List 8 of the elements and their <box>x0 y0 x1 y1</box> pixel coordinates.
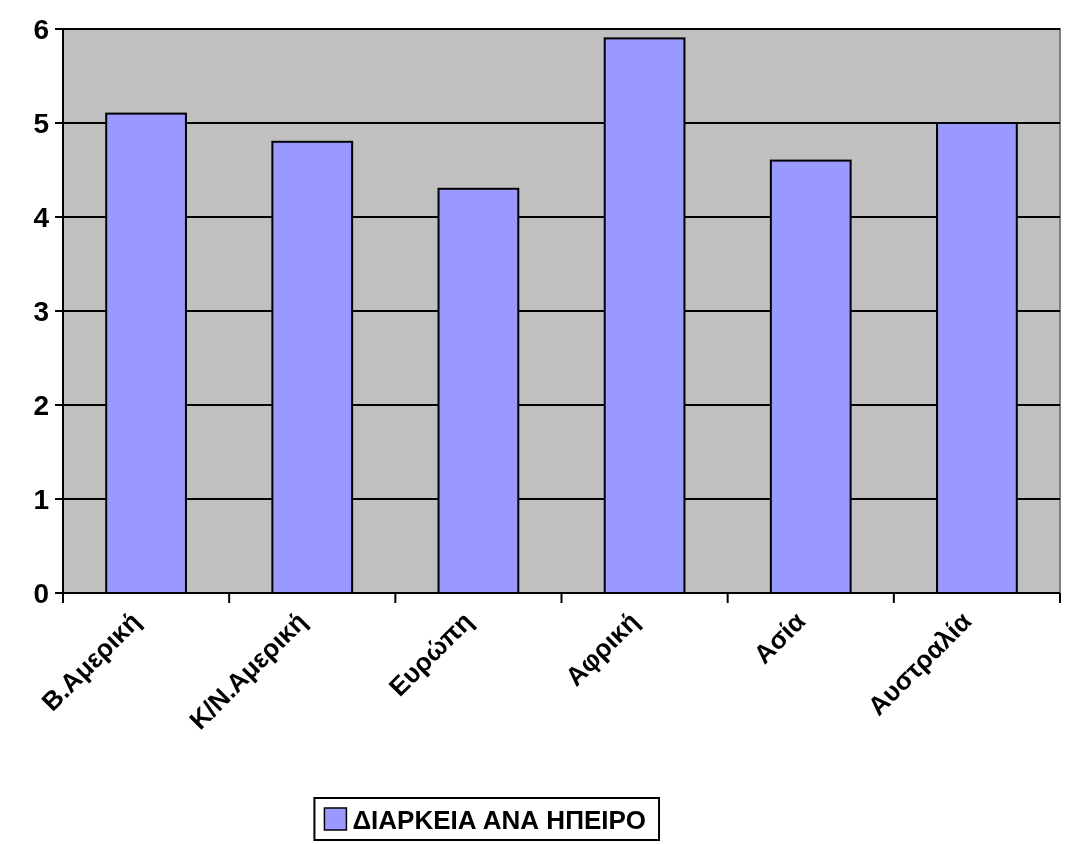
y-tick-label: 4 <box>33 201 50 233</box>
legend-label: ΔΙΑΡΚΕΙΑ ΑΝΑ ΗΠΕΙΡΟ <box>352 805 647 835</box>
y-tick-label: 6 <box>33 13 49 45</box>
y-tick-label: 1 <box>33 483 49 515</box>
y-tick-label: 3 <box>33 295 49 327</box>
y-tick-label: 0 <box>33 577 49 609</box>
y-tick-label: 2 <box>33 389 49 421</box>
y-tick-label: 5 <box>33 107 49 139</box>
